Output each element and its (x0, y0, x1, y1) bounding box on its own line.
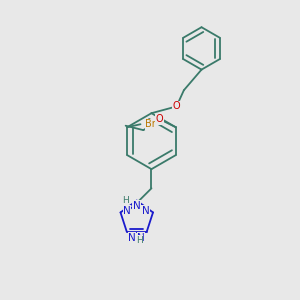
Text: O: O (173, 101, 180, 111)
Text: H: H (122, 196, 129, 206)
Text: N: N (128, 233, 136, 243)
Text: O: O (156, 114, 163, 124)
Text: H: H (136, 236, 142, 245)
Text: N: N (133, 201, 141, 211)
Text: Br: Br (146, 119, 156, 129)
Text: N: N (142, 206, 149, 216)
Text: N: N (137, 233, 145, 243)
Text: N: N (123, 206, 131, 216)
